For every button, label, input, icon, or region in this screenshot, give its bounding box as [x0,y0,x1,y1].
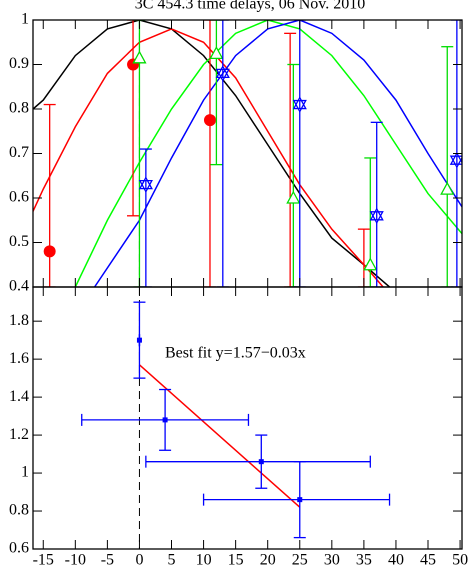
marker [136,337,142,343]
x-tick-label: 15 [228,552,244,569]
y-tick-label: 1.4 [9,388,29,405]
x-tick-label: 35 [356,552,372,569]
axes-frame [32,286,463,550]
y-tick-label: 1.6 [9,350,29,367]
y-tick-label: 0.9 [9,55,29,72]
marker [363,257,378,271]
chart-title: 3C 454.3 time delays, 06 Nov. 2010 [135,0,366,13]
y-tick-label: 0.6 [9,189,29,206]
y-tick-label: 0.7 [9,144,29,161]
y-tick-label: 0.8 [9,502,29,519]
y-tick-label: 0.4 [9,278,29,295]
marker [162,417,168,423]
y-tick-label: 1 [21,11,29,28]
x-tick-label: -5 [101,552,114,569]
marker [449,151,462,169]
x-tick-label: -15 [33,552,54,569]
plot-area [81,287,391,549]
y-tick-label: 1.8 [9,312,29,329]
x-tick-label: 40 [388,552,404,569]
x-tick-label: 45 [420,552,436,569]
curve [33,28,384,287]
marker [258,459,264,465]
y-tick-label: 0.5 [9,233,29,250]
x-tick-label: 10 [196,552,212,569]
marker [297,497,303,503]
marker [209,46,224,60]
curve [33,20,391,287]
marker [43,245,56,258]
marker [286,190,301,204]
x-tick-label: 5 [168,552,176,569]
marker [284,290,296,302]
marker [369,207,384,225]
x-tick-label: 50 [452,552,468,569]
y-tick-label: 0.8 [9,100,29,117]
y-tick-label: 0.6 [9,540,29,557]
marker [138,176,153,194]
axes-frame [32,19,463,288]
x-tick-label: 25 [292,552,308,569]
x-tick-label: -10 [65,552,86,569]
plot-area [33,20,462,302]
y-tick-label: 1.2 [9,426,29,443]
marker [292,96,307,113]
fit-line [138,364,301,508]
curve [93,20,462,287]
marker [132,50,147,64]
y-tick-label: 1 [21,464,29,481]
marker [440,181,455,195]
marker [215,65,230,82]
marker [203,114,216,127]
x-tick-label: 30 [324,552,340,569]
x-tick-label: 0 [135,552,143,569]
x-tick-label: 20 [260,552,276,569]
annotation: Best fit y=1.57−0.03x [165,345,306,362]
